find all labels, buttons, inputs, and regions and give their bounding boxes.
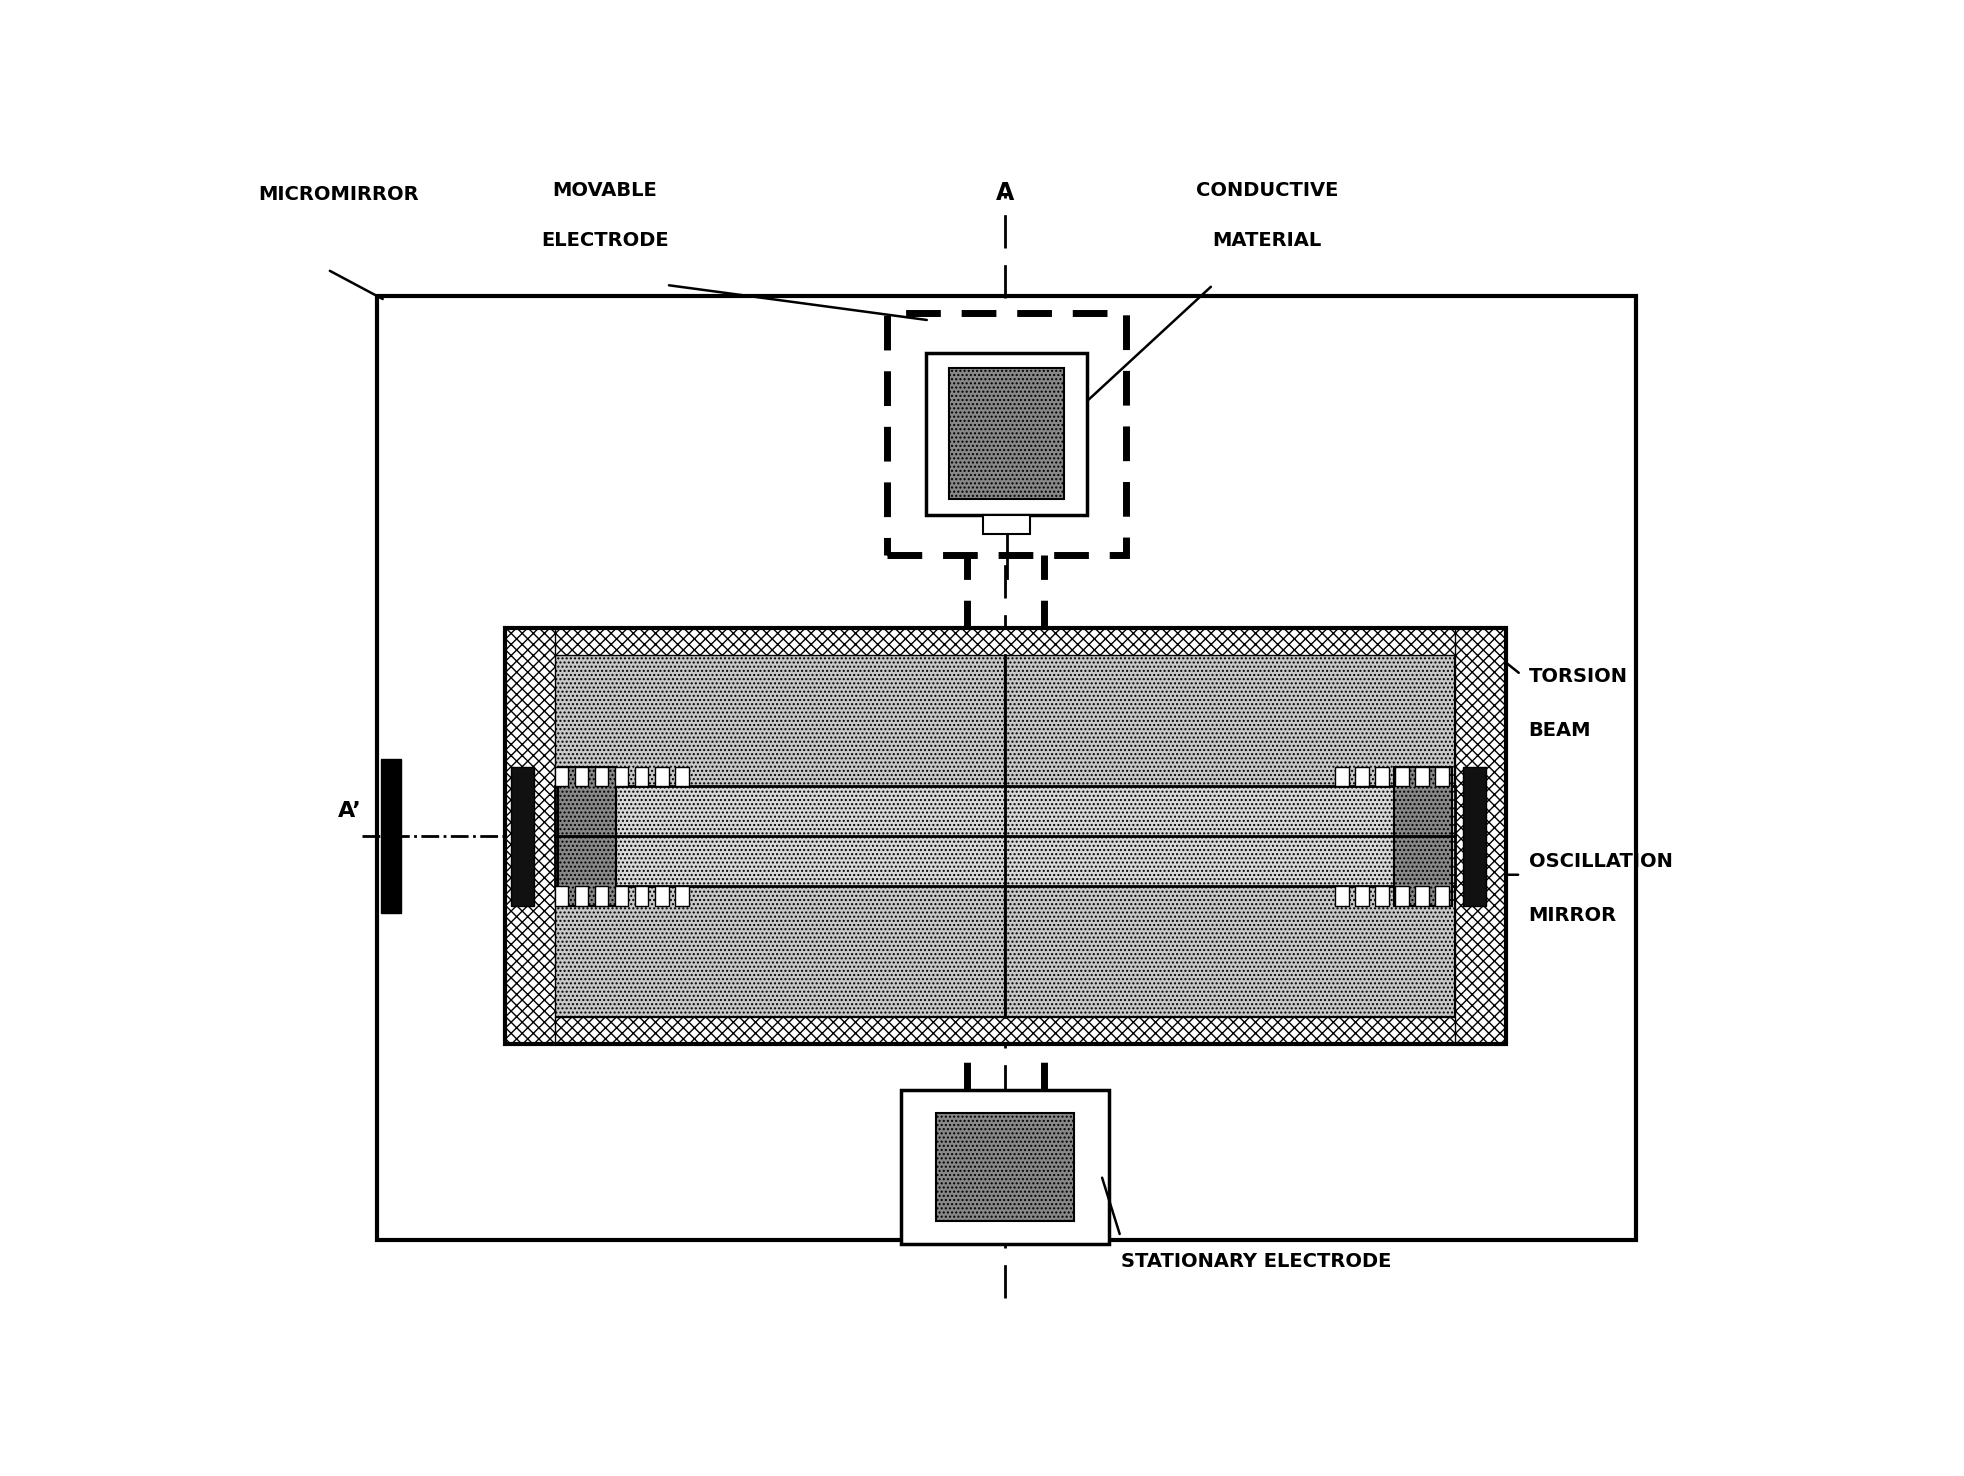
Bar: [676, 768, 689, 787]
Bar: [554, 655, 1006, 837]
Bar: [1375, 886, 1389, 906]
Bar: [595, 886, 609, 906]
Bar: [935, 1113, 1074, 1221]
Bar: [505, 629, 1506, 655]
Bar: [381, 759, 401, 914]
Text: TORSION: TORSION: [1528, 667, 1628, 686]
Bar: [654, 886, 668, 906]
Bar: [1463, 768, 1487, 906]
Bar: [1394, 886, 1410, 906]
Text: MOVABLE: MOVABLE: [552, 182, 658, 199]
Bar: [615, 768, 628, 787]
Bar: [377, 297, 1636, 1240]
Bar: [575, 886, 589, 906]
Bar: [984, 515, 1029, 534]
Bar: [634, 768, 648, 787]
Text: STATIONARY ELECTRODE: STATIONARY ELECTRODE: [1121, 1252, 1391, 1271]
Bar: [575, 768, 589, 787]
Bar: [1006, 655, 1455, 837]
Bar: [1355, 886, 1369, 906]
Text: ELECTRODE: ELECTRODE: [540, 232, 668, 249]
Text: OSCILLATION: OSCILLATION: [1528, 852, 1673, 871]
Bar: [554, 837, 1006, 1017]
Text: CONDUCTIVE: CONDUCTIVE: [1196, 182, 1337, 199]
Bar: [505, 1017, 1506, 1044]
Text: MICROMIRROR: MICROMIRROR: [257, 184, 418, 204]
Bar: [1436, 768, 1449, 787]
Bar: [654, 768, 668, 787]
Bar: [554, 886, 568, 906]
Bar: [925, 353, 1088, 515]
Bar: [505, 629, 554, 1044]
Bar: [1355, 768, 1369, 787]
Bar: [1416, 768, 1430, 787]
Text: BEAM: BEAM: [1528, 720, 1591, 739]
Bar: [1006, 837, 1455, 1017]
Bar: [1394, 768, 1451, 906]
Bar: [1416, 886, 1430, 906]
Bar: [1375, 768, 1389, 787]
Bar: [949, 369, 1064, 499]
Bar: [1336, 768, 1349, 787]
Bar: [505, 629, 1506, 1044]
Text: A: A: [996, 182, 1013, 205]
Bar: [901, 1091, 1110, 1244]
Bar: [1436, 886, 1449, 906]
Text: A’: A’: [338, 801, 361, 821]
Bar: [888, 313, 1125, 555]
Text: MATERIAL: MATERIAL: [1212, 232, 1322, 249]
Text: MIRROR: MIRROR: [1528, 906, 1616, 924]
Bar: [1336, 886, 1349, 906]
Bar: [554, 768, 568, 787]
Bar: [1394, 768, 1410, 787]
Bar: [615, 886, 628, 906]
Bar: [554, 787, 1455, 886]
Bar: [558, 768, 617, 906]
Bar: [1455, 629, 1506, 1044]
Bar: [676, 886, 689, 906]
Bar: [634, 886, 648, 906]
Bar: [511, 768, 534, 906]
Bar: [595, 768, 609, 787]
